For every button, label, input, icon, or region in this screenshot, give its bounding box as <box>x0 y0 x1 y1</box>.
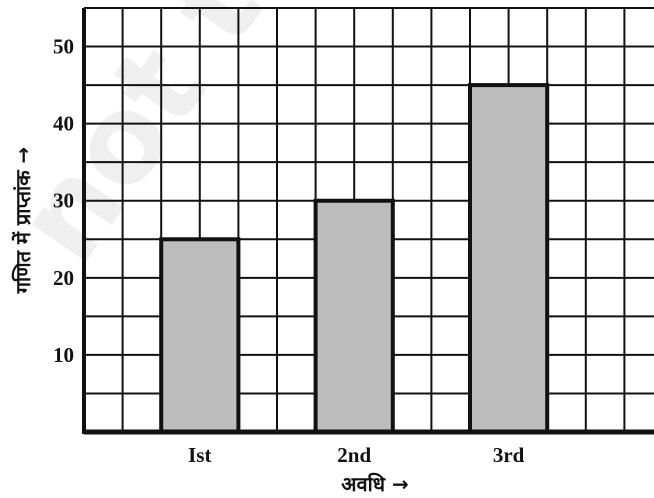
x-tick-label: 2nd <box>337 443 371 467</box>
bar-ist <box>159 237 241 434</box>
y-tick-label: 20 <box>53 266 74 290</box>
y-tick-labels: 10 20 30 40 50 <box>53 35 74 367</box>
axes <box>82 8 654 435</box>
bar-3rd <box>468 83 550 434</box>
x-tick-label: Ist <box>188 443 211 467</box>
bar-2nd <box>313 198 395 434</box>
x-axis-title: अवधि → <box>341 472 409 496</box>
y-tick-label: 40 <box>53 112 74 136</box>
y-tick-label: 10 <box>53 343 74 367</box>
y-tick-label: 50 <box>53 35 74 59</box>
x-tick-label: 3rd <box>493 443 525 467</box>
y-tick-label: 30 <box>53 189 74 213</box>
bars <box>159 83 550 434</box>
x-tick-labels: Ist 2nd 3rd <box>188 443 525 467</box>
y-axis-title: गणित में प्राप्तांक → <box>11 147 35 295</box>
